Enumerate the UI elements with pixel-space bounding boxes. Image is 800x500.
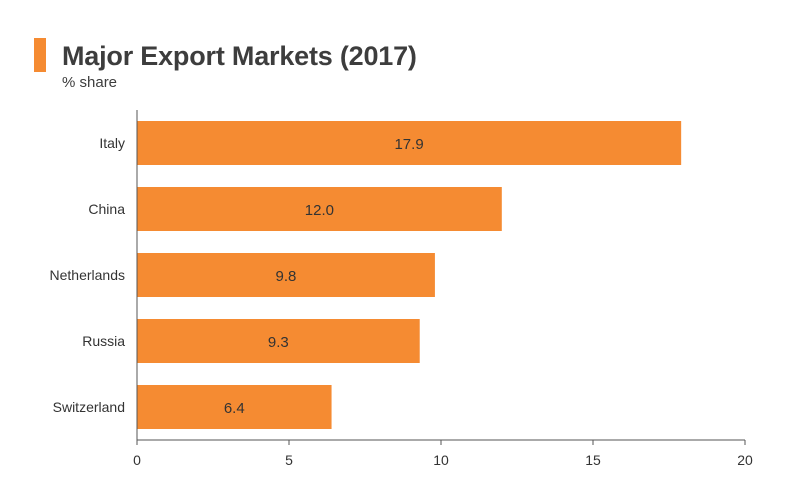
bar-italy [137, 121, 682, 165]
x-tick-label: 15 [585, 452, 601, 468]
x-tick-label: 20 [737, 452, 753, 468]
bar-china [137, 187, 502, 231]
value-label-italy: 17.9 [394, 136, 423, 153]
value-label-netherlands: 9.8 [276, 268, 297, 285]
value-labels-layer: 17.9 12.0 9.8 9.3 6.4 [224, 136, 424, 417]
title-accent-bar [34, 38, 46, 72]
bars-layer [137, 121, 682, 429]
axes-layer: Italy China Netherlands Russia Switzerland 0 5… [50, 110, 753, 468]
bar-russia [137, 319, 420, 363]
category-label-china: China [88, 201, 125, 217]
value-label-china: 12.0 [305, 202, 334, 219]
bar-switzerland [137, 385, 332, 429]
chart-title: Major Export Markets (2017) [62, 41, 417, 71]
category-label-netherlands: Netherlands [50, 267, 126, 283]
x-tick-label: 0 [133, 452, 141, 468]
value-label-russia: 9.3 [268, 334, 289, 351]
bar-netherlands [137, 253, 435, 297]
category-label-switzerland: Switzerland [53, 399, 125, 415]
x-tick-label: 5 [285, 452, 293, 468]
category-label-italy: Italy [99, 135, 125, 151]
chart-subtitle: % share [62, 74, 118, 91]
value-label-switzerland: 6.4 [224, 400, 245, 417]
x-tick-label: 10 [433, 452, 449, 468]
category-label-russia: Russia [82, 333, 125, 349]
